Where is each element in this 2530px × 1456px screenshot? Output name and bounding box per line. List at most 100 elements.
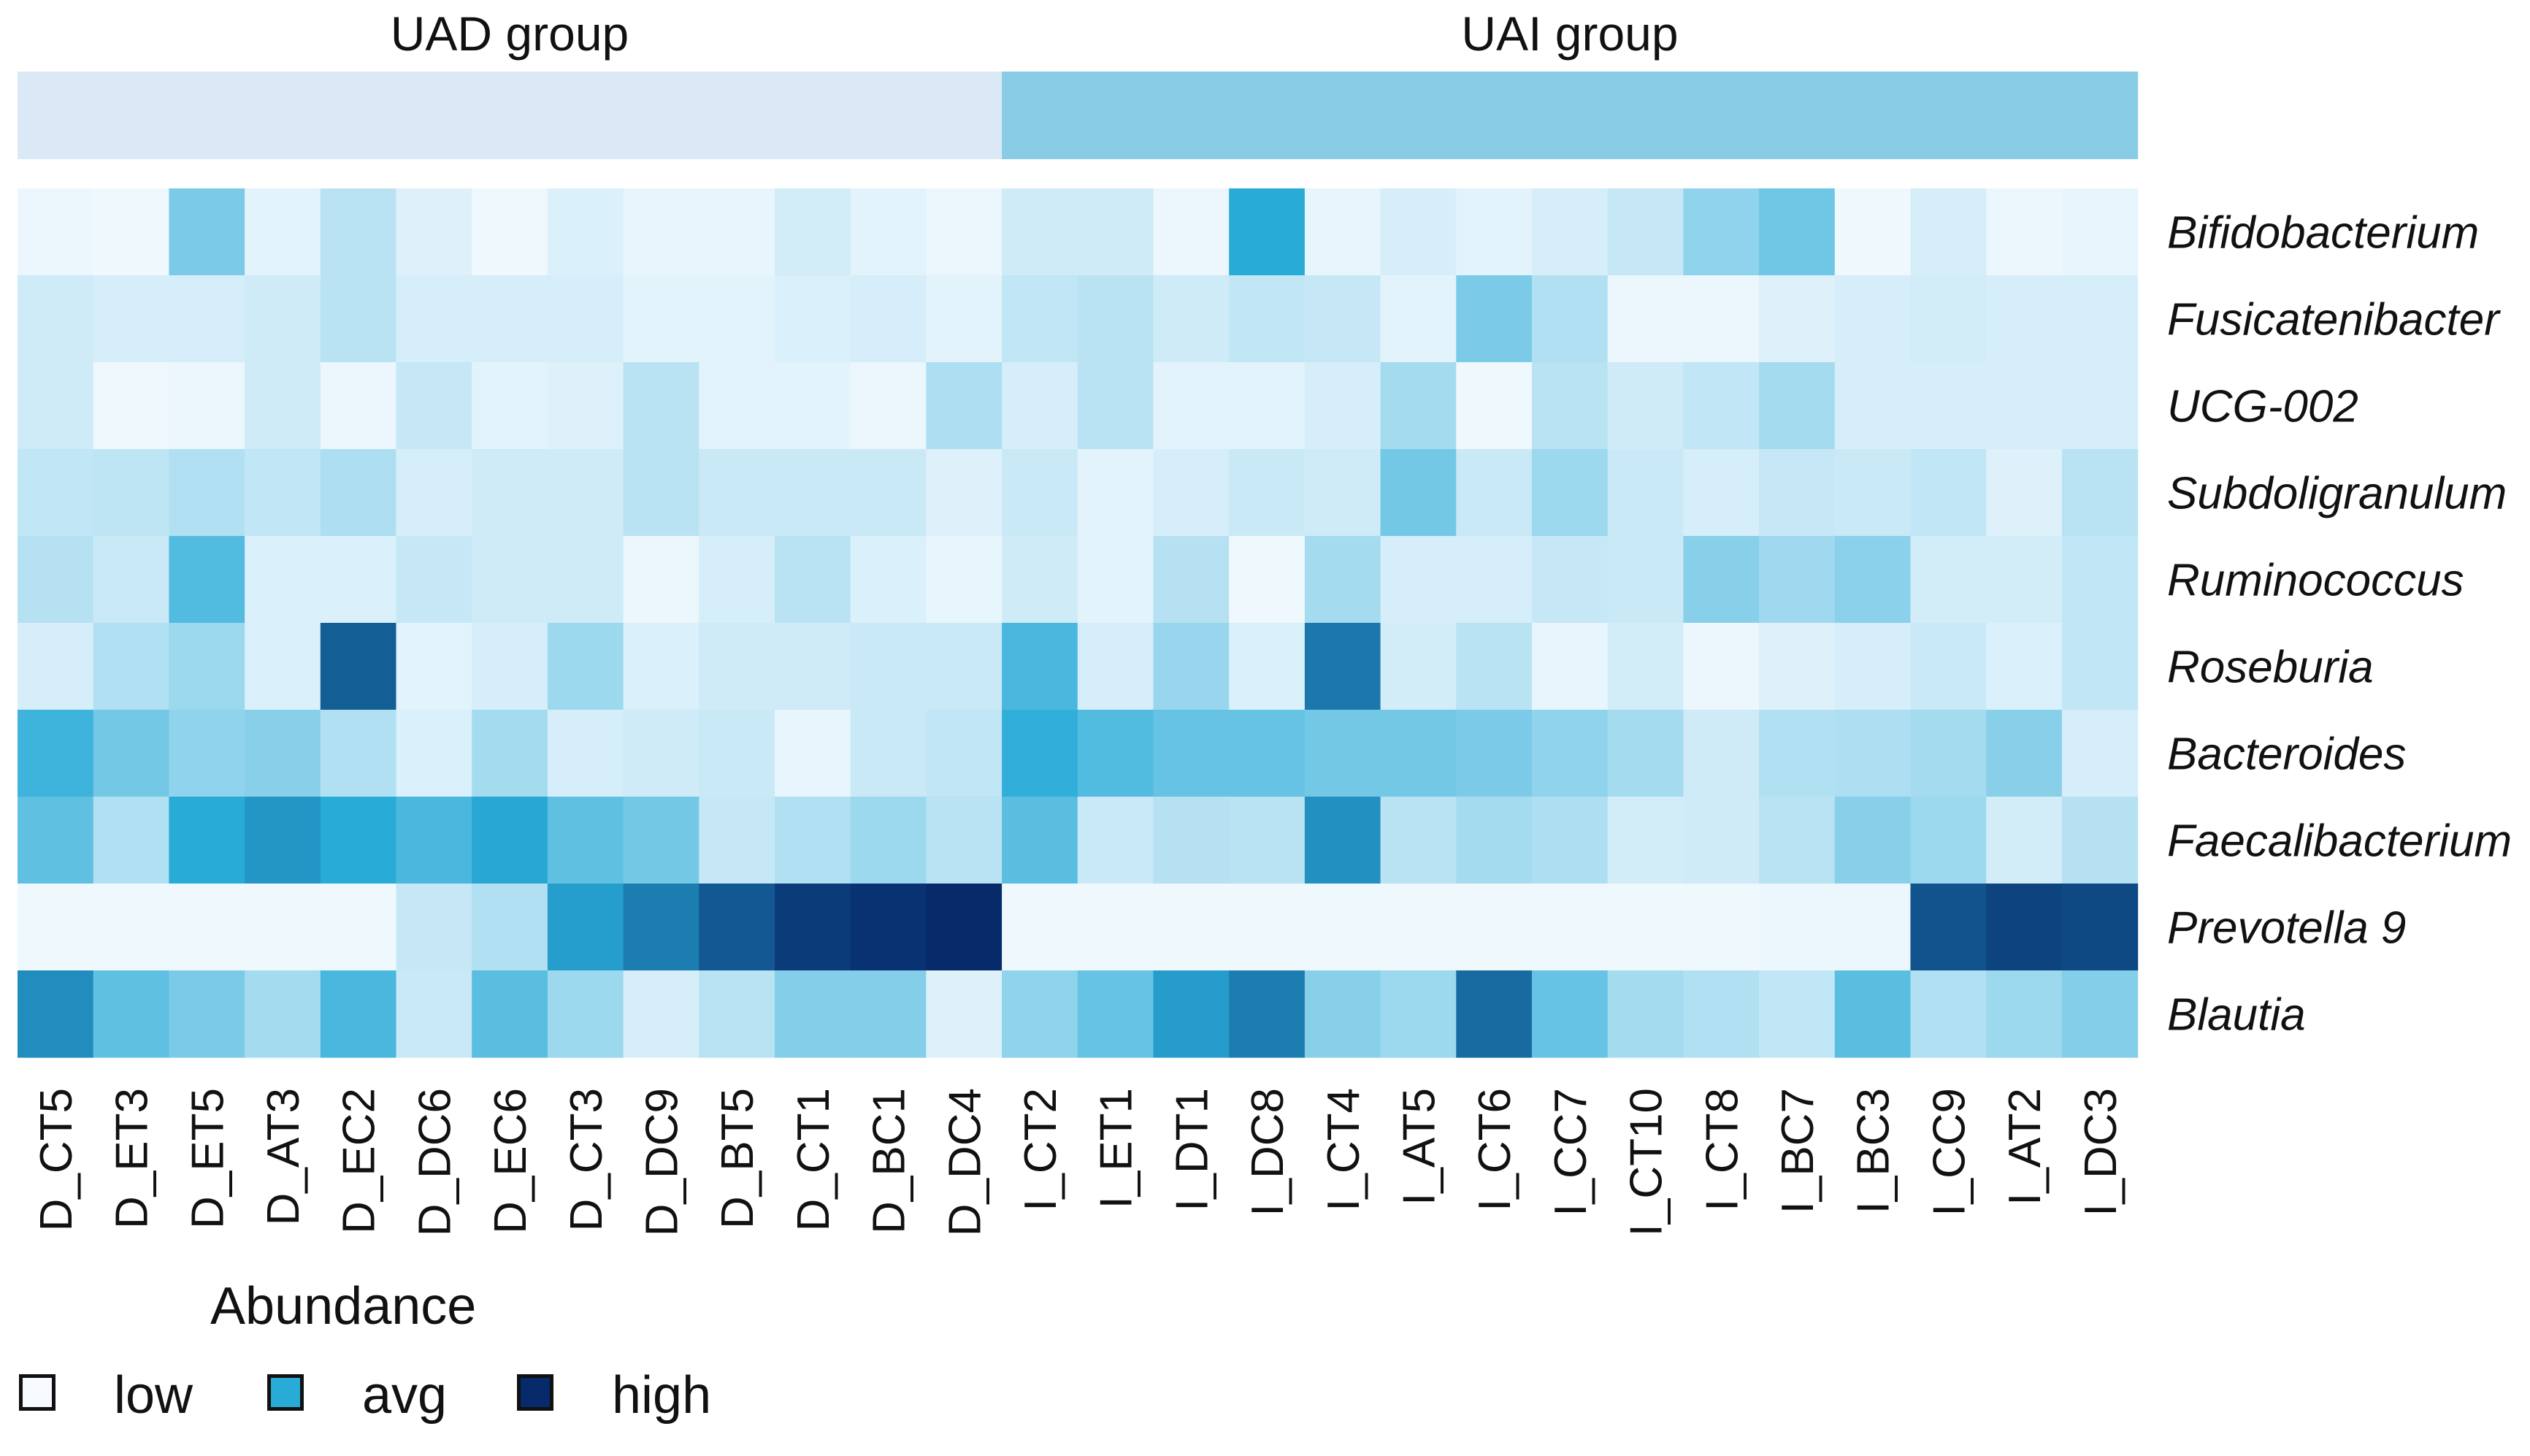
heatmap-cell — [18, 884, 94, 971]
heatmap-cell — [1759, 884, 1836, 971]
heatmap-cell — [547, 362, 624, 450]
heatmap-cell — [1532, 362, 1609, 450]
heatmap-cell — [1229, 362, 1306, 450]
legend-swatch-high — [517, 1374, 553, 1411]
heatmap-cell — [320, 275, 397, 363]
heatmap-cell — [1002, 362, 1078, 450]
heatmap-cell — [699, 188, 775, 276]
heatmap-cell — [18, 362, 94, 450]
heatmap-cell — [547, 275, 624, 363]
heatmap-cell — [245, 275, 321, 363]
heatmap-cell — [1910, 188, 1987, 276]
heatmap-cell — [1153, 362, 1230, 450]
heatmap-cell — [1380, 188, 1457, 276]
heatmap-cell — [2061, 275, 2139, 363]
heatmap-cell — [472, 623, 548, 710]
heatmap-cell — [775, 710, 851, 797]
heatmap-cell — [320, 362, 397, 450]
heatmap-cell — [1002, 797, 1078, 884]
heatmap-cell — [2061, 884, 2139, 971]
heatmap-cell — [1986, 188, 2063, 276]
heatmap-cell — [169, 710, 245, 797]
heatmap-cell — [245, 449, 321, 537]
heatmap-cell — [926, 362, 1003, 450]
heatmap-cell — [1456, 275, 1533, 363]
heatmap-cell — [1683, 188, 1760, 276]
heatmap-cell — [1229, 623, 1306, 710]
heatmap-cell — [1153, 970, 1230, 1058]
column-label: I_BC7 — [1773, 1088, 1823, 1214]
heatmap-cell — [1834, 623, 1912, 710]
heatmap-cell — [396, 449, 472, 537]
column-label: I_CT8 — [1697, 1088, 1747, 1211]
heatmap-cell — [472, 449, 548, 537]
heatmap-cell — [169, 970, 245, 1058]
heatmap-cell — [1683, 536, 1760, 624]
heatmap-cell — [1986, 536, 2063, 624]
heatmap-cell — [1759, 623, 1836, 710]
column-label: D_EC6 — [486, 1088, 536, 1234]
heatmap-cell — [93, 536, 169, 624]
heatmap-cell — [926, 623, 1003, 710]
column-label: D_BT5 — [713, 1088, 763, 1229]
group-bar-0 — [18, 72, 1003, 159]
row-label: Bacteroides — [2167, 729, 2406, 780]
heatmap-cell — [1910, 884, 1987, 971]
heatmap-cell — [245, 884, 321, 971]
legend-label-high: high — [612, 1366, 712, 1425]
heatmap-cell — [1002, 623, 1078, 710]
heatmap-cell — [93, 884, 169, 971]
heatmap-cell — [1229, 970, 1306, 1058]
heatmap-cell — [93, 970, 169, 1058]
heatmap-cell — [699, 970, 775, 1058]
heatmap-cell — [1077, 884, 1154, 971]
heatmap-cell — [396, 536, 472, 624]
heatmap-cell — [926, 884, 1003, 971]
heatmap-cell — [1759, 797, 1836, 884]
heatmap-cell — [850, 970, 927, 1058]
heatmap-cell — [169, 188, 245, 276]
heatmap-cell — [1910, 362, 1987, 450]
heatmap-cell — [850, 710, 927, 797]
heatmap-cell — [1532, 797, 1609, 884]
heatmap-cell — [93, 797, 169, 884]
column-label: D_DC4 — [940, 1088, 990, 1236]
heatmap-cell — [93, 188, 169, 276]
heatmap-cell — [1607, 275, 1684, 363]
heatmap-cell — [1153, 710, 1230, 797]
heatmap-cell — [1456, 449, 1533, 537]
heatmap-cell — [18, 275, 94, 363]
heatmap-cell — [169, 275, 245, 363]
heatmap-cell — [775, 536, 851, 624]
heatmap-cell — [850, 188, 927, 276]
heatmap-cell — [245, 710, 321, 797]
column-label: D_CT5 — [31, 1088, 82, 1231]
heatmap-cell — [547, 710, 624, 797]
column-label: D_DC9 — [637, 1088, 687, 1236]
heatmap-cell — [547, 884, 624, 971]
row-label: Bifidobacterium — [2167, 208, 2479, 258]
heatmap-cell — [169, 536, 245, 624]
column-label: D_CT3 — [561, 1088, 612, 1231]
heatmap-cell — [1380, 623, 1457, 710]
heatmap-cell — [1759, 188, 1836, 276]
column-label: D_ET5 — [183, 1088, 233, 1229]
heatmap-cell — [1229, 275, 1306, 363]
heatmap-cell — [623, 970, 699, 1058]
heatmap-cell — [396, 710, 472, 797]
heatmap-cell — [93, 275, 169, 363]
heatmap-cell — [18, 710, 94, 797]
column-label: I_CT4 — [1319, 1088, 1369, 1211]
heatmap-cell — [699, 362, 775, 450]
legend-label-avg: avg — [362, 1366, 448, 1425]
legend-label-low: low — [114, 1366, 193, 1425]
group-title-uai: UAI group — [1461, 7, 1679, 61]
heatmap-cell — [169, 449, 245, 537]
heatmap-cell — [1456, 362, 1533, 450]
heatmap-cell — [547, 188, 624, 276]
column-label: D_BC1 — [865, 1088, 915, 1234]
heatmap-cell — [1077, 970, 1154, 1058]
heatmap-cell — [547, 449, 624, 537]
heatmap-cell — [396, 797, 472, 884]
